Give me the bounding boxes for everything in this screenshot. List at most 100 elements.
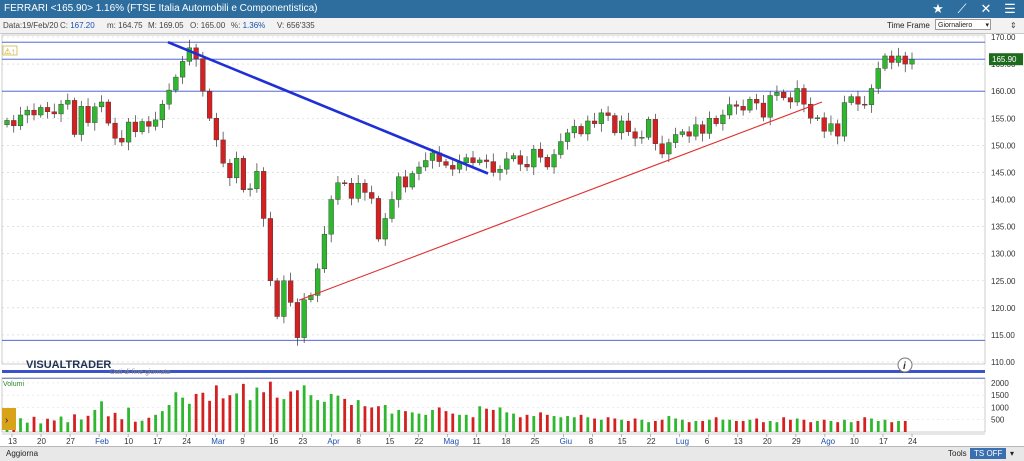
volume-bar (870, 418, 873, 432)
volume-bar (147, 417, 151, 432)
x-tick-label: 15 (618, 437, 627, 446)
price-chart[interactable]: 170.00165.00160.00155.00150.00145.00140.… (0, 34, 1024, 446)
volume-bar (849, 422, 853, 432)
y-tick-label: 145.00 (991, 168, 1016, 177)
volume-bar (431, 409, 434, 432)
volume-bar (863, 417, 867, 432)
x-tick-label: 17 (153, 437, 162, 446)
volume-bar (106, 416, 110, 432)
volume-label: Volumi (3, 381, 24, 388)
volume-bar (201, 392, 205, 432)
volume-bar (410, 412, 414, 432)
candle (321, 233, 328, 270)
x-tick-label: 29 (792, 437, 801, 446)
alert-icon[interactable] (2, 45, 18, 56)
volume-bar (363, 406, 367, 432)
status-bar: Aggiorna Tools TS OFF ▾ (0, 446, 1024, 461)
candle (828, 123, 834, 132)
x-tick-label: Ago (821, 437, 836, 446)
scroll-arrows-icon[interactable]: ⇕ (1010, 21, 1017, 30)
candle (483, 159, 490, 162)
candle (767, 95, 773, 118)
x-tick-label: 10 (850, 437, 859, 446)
volume-bar (248, 400, 252, 432)
volume-bar (640, 419, 644, 432)
candle (200, 58, 206, 92)
info-icon[interactable] (897, 357, 913, 373)
candle (281, 280, 287, 317)
candle (416, 166, 422, 174)
x-tick-label: Mar (211, 437, 225, 446)
volume-bar (383, 405, 387, 432)
candle (673, 134, 679, 143)
volume-bar (552, 416, 556, 432)
volume-bar (822, 419, 826, 432)
candle (261, 171, 267, 219)
volume-bar (647, 422, 651, 432)
candle (78, 106, 84, 135)
nav-arrow-icon[interactable]: ▾ (1010, 449, 1015, 458)
side-panel-toggle[interactable] (2, 408, 16, 430)
candle (213, 118, 219, 141)
volume-bar (762, 422, 765, 432)
candle (497, 168, 503, 173)
volume-bar (707, 419, 711, 432)
candle (105, 101, 111, 124)
volume-bar (296, 390, 299, 432)
x-tick-label: 25 (531, 437, 540, 446)
x-tick-label: 22 (414, 437, 423, 446)
volume-bar (194, 393, 198, 432)
candle (639, 137, 645, 139)
candle (835, 123, 841, 137)
ts-off-button[interactable]: TS OFF (970, 448, 1007, 459)
x-tick-label: Mag (443, 437, 459, 446)
min-readout: m: 164.75 (107, 21, 143, 30)
star-icon[interactable]: ★ (932, 1, 944, 16)
candle (362, 183, 368, 193)
volume-bar (694, 420, 698, 432)
candle (274, 280, 280, 317)
volume-bar (181, 397, 184, 432)
volume-bar (599, 419, 603, 432)
volume-bar (897, 420, 900, 432)
candle (17, 114, 24, 127)
volume-bar (532, 416, 536, 432)
crosshair-icon[interactable]: ✕ (980, 1, 992, 16)
volume-bar (66, 422, 70, 432)
draw-tool-icon[interactable]: ⟋ (957, 1, 967, 16)
volume-bar (113, 412, 117, 432)
candle (240, 158, 246, 190)
menu-icon[interactable]: ☰ (1004, 1, 1016, 16)
y-tick-label: 170.00 (991, 34, 1016, 42)
candle (781, 92, 787, 98)
candle (902, 55, 908, 65)
timeframe-select[interactable]: Giornaliero ▾ (935, 19, 991, 30)
volume-bar (620, 419, 623, 432)
candle (267, 218, 273, 281)
volume-bar (377, 406, 380, 432)
volume-bar (883, 419, 887, 432)
candle (31, 109, 37, 116)
volume-bar (714, 417, 718, 432)
candle (24, 109, 30, 116)
volume-bar (154, 414, 157, 432)
x-tick-label: 8 (589, 437, 594, 446)
candle (159, 103, 165, 121)
candle (889, 55, 895, 63)
candle (112, 122, 118, 139)
tools-button[interactable]: Tools (948, 449, 967, 458)
volume-bar (59, 416, 63, 432)
volume-bar (451, 413, 455, 432)
candle (747, 99, 753, 111)
x-tick-label: 13 (734, 437, 743, 446)
candle (862, 103, 868, 106)
candle (848, 96, 854, 103)
x-tick-label: 22 (647, 437, 656, 446)
update-button[interactable]: Aggiorna (6, 449, 39, 458)
x-tick-label: 11 (473, 437, 482, 446)
candle (510, 155, 517, 160)
candle (720, 114, 726, 124)
candle (71, 100, 78, 135)
candle (369, 192, 375, 199)
volume-bar (228, 395, 232, 432)
